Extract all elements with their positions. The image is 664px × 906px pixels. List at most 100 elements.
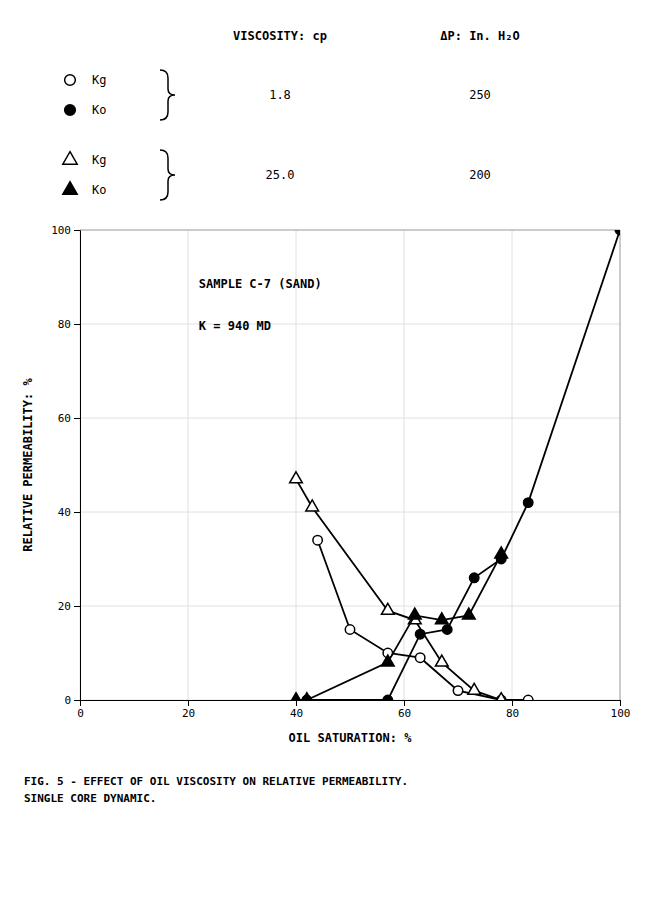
legend-brace bbox=[160, 70, 175, 120]
x-tick-mark bbox=[512, 700, 513, 706]
legend-brace bbox=[160, 150, 175, 200]
y-tick-mark bbox=[74, 512, 80, 513]
caption-line: SINGLE CORE DYNAMIC. bbox=[24, 792, 156, 805]
data-point bbox=[313, 535, 322, 544]
data-point bbox=[495, 547, 508, 558]
x-tick-label: 40 bbox=[290, 707, 303, 720]
series-line bbox=[296, 479, 501, 700]
legend-dp: 200 bbox=[469, 168, 491, 182]
data-point bbox=[442, 625, 451, 634]
data-point bbox=[462, 608, 475, 619]
series bbox=[290, 472, 508, 700]
series-line bbox=[307, 230, 620, 700]
grid-line-x bbox=[404, 230, 405, 700]
legend-symbol bbox=[63, 152, 77, 164]
y-tick-mark bbox=[74, 700, 80, 701]
legend-label: Kg bbox=[92, 153, 106, 167]
legend-header: VISCOSITY: cp bbox=[233, 29, 327, 43]
grid-line-y bbox=[80, 324, 620, 325]
y-axis-line bbox=[74, 231, 81, 701]
x-tick-mark bbox=[188, 700, 189, 706]
data-point bbox=[408, 608, 421, 619]
data-point bbox=[383, 695, 392, 700]
grid-line-x bbox=[620, 230, 621, 700]
grid bbox=[80, 230, 620, 700]
plot-area bbox=[290, 230, 620, 700]
y-tick-label: 60 bbox=[58, 412, 71, 425]
x-tick-mark bbox=[296, 700, 297, 706]
y-tick-label: 100 bbox=[51, 224, 71, 237]
data-point bbox=[453, 686, 462, 695]
y-tick-label: 0 bbox=[64, 694, 71, 707]
grid-line-y bbox=[80, 606, 620, 607]
data-point bbox=[300, 693, 313, 700]
x-tick-mark bbox=[404, 700, 405, 706]
y-tick: 80 bbox=[58, 318, 80, 331]
series-line bbox=[296, 554, 501, 700]
data-point bbox=[435, 613, 448, 624]
x-axis-title: OIL SATURATION: % bbox=[289, 731, 413, 745]
plot-frame bbox=[620, 230, 621, 700]
caption: FIG. 5 - EFFECT OF OIL VISCOSITY ON RELA… bbox=[24, 775, 408, 805]
x-tick: 40 bbox=[290, 700, 303, 720]
legend-viscosity: 1.8 bbox=[269, 88, 291, 102]
x-tick: 20 bbox=[182, 700, 195, 720]
x-tick-label: 60 bbox=[398, 707, 411, 720]
data-point bbox=[381, 655, 394, 666]
grid-line-y bbox=[80, 512, 620, 513]
grid-line-y bbox=[80, 230, 620, 231]
series bbox=[290, 547, 508, 700]
x-tick-label: 80 bbox=[506, 707, 519, 720]
x-tick: 0 bbox=[77, 700, 84, 720]
y-tick: 100 bbox=[51, 224, 80, 237]
annotation: SAMPLE C-7 (SAND) bbox=[199, 277, 322, 291]
legend-label: Ko bbox=[92, 103, 106, 117]
legend-symbol bbox=[65, 75, 76, 86]
y-tick-mark bbox=[74, 324, 80, 325]
y-tick-label: 40 bbox=[58, 506, 71, 519]
data-point bbox=[290, 693, 303, 700]
grid-line-y bbox=[80, 418, 620, 419]
y-tick-mark bbox=[74, 230, 80, 231]
legend-label: Ko bbox=[92, 183, 106, 197]
series bbox=[302, 230, 620, 700]
legend-symbol bbox=[65, 105, 76, 116]
grid-line-x bbox=[512, 230, 513, 700]
data-point bbox=[306, 500, 319, 511]
y-tick: 40 bbox=[58, 506, 80, 519]
x-tick: 80 bbox=[506, 700, 519, 720]
y-axis-title: RELATIVE PERMEABILITY: % bbox=[21, 378, 35, 552]
annotation: K = 940 MD bbox=[199, 319, 271, 333]
legend-viscosity: 25.0 bbox=[266, 168, 295, 182]
legend-symbol bbox=[63, 182, 77, 194]
y-tick: 0 bbox=[64, 694, 80, 707]
x-tick: 100 bbox=[611, 700, 631, 720]
y-axis: 0 20 40 60 80 100 bbox=[51, 224, 80, 707]
data-point bbox=[290, 472, 303, 483]
legend-label: Kg bbox=[92, 73, 106, 87]
series bbox=[313, 535, 533, 700]
x-tick-label: 100 bbox=[611, 707, 631, 720]
x-tick-mark bbox=[620, 700, 621, 706]
x-tick-label: 0 bbox=[77, 707, 84, 720]
x-tick: 60 bbox=[398, 700, 411, 720]
x-tick-label: 20 bbox=[182, 707, 195, 720]
legend: VISCOSITY: cpΔP: In. H₂OKgKo1.8250KgKo25… bbox=[63, 29, 520, 200]
caption-line: FIG. 5 - EFFECT OF OIL VISCOSITY ON RELA… bbox=[24, 775, 408, 788]
y-tick-label: 80 bbox=[58, 318, 71, 331]
x-axis-line bbox=[81, 701, 621, 707]
chart: 0 20 40 60 80 100 0 20 40 60 80 100 OIL SATURATION: … bbox=[0, 0, 664, 906]
y-tick-mark bbox=[74, 606, 80, 607]
y-tick-label: 20 bbox=[58, 600, 71, 613]
data-point bbox=[469, 573, 478, 582]
data-point bbox=[415, 653, 424, 662]
grid-line-x bbox=[188, 230, 189, 700]
legend-header: ΔP: In. H₂O bbox=[440, 29, 519, 43]
data-point bbox=[468, 683, 481, 694]
data-point bbox=[495, 693, 508, 700]
y-tick-mark bbox=[74, 418, 80, 419]
plot-frame bbox=[80, 230, 620, 231]
grid-line-x bbox=[296, 230, 297, 700]
data-point bbox=[615, 230, 620, 235]
data-point bbox=[435, 655, 448, 666]
